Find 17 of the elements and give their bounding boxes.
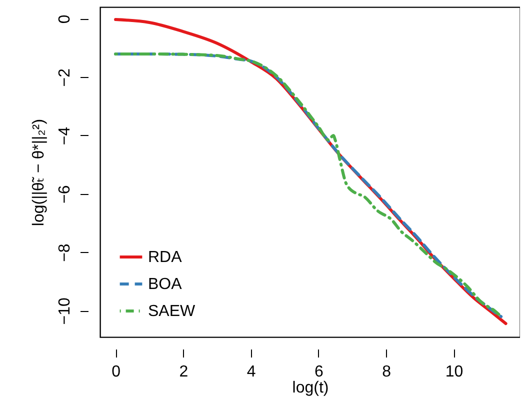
legend-label: BOA xyxy=(148,276,182,293)
y-axis-title: log(||θ̃ₜ − θ*||₂²) xyxy=(30,118,48,226)
y-tick-label: −2 xyxy=(56,68,74,87)
x-tick-label: 8 xyxy=(382,364,392,380)
legend-label: RDA xyxy=(148,249,182,266)
x-tick-label: 6 xyxy=(314,364,324,380)
x-tick-label: 10 xyxy=(445,364,464,380)
legend-label: SAEW xyxy=(148,303,196,320)
y-tick-label: −6 xyxy=(56,185,74,204)
x-tick-label: 0 xyxy=(112,364,121,380)
x-axis-title: log(t) xyxy=(292,380,329,396)
x-tick-label: 2 xyxy=(179,364,188,380)
y-tick-label: −8 xyxy=(56,244,74,262)
y-tick-label: −10 xyxy=(56,298,74,325)
x-tick-label: 4 xyxy=(246,364,256,380)
y-tick-label: 0 xyxy=(56,14,74,24)
y-tick-label: −4 xyxy=(56,126,74,146)
